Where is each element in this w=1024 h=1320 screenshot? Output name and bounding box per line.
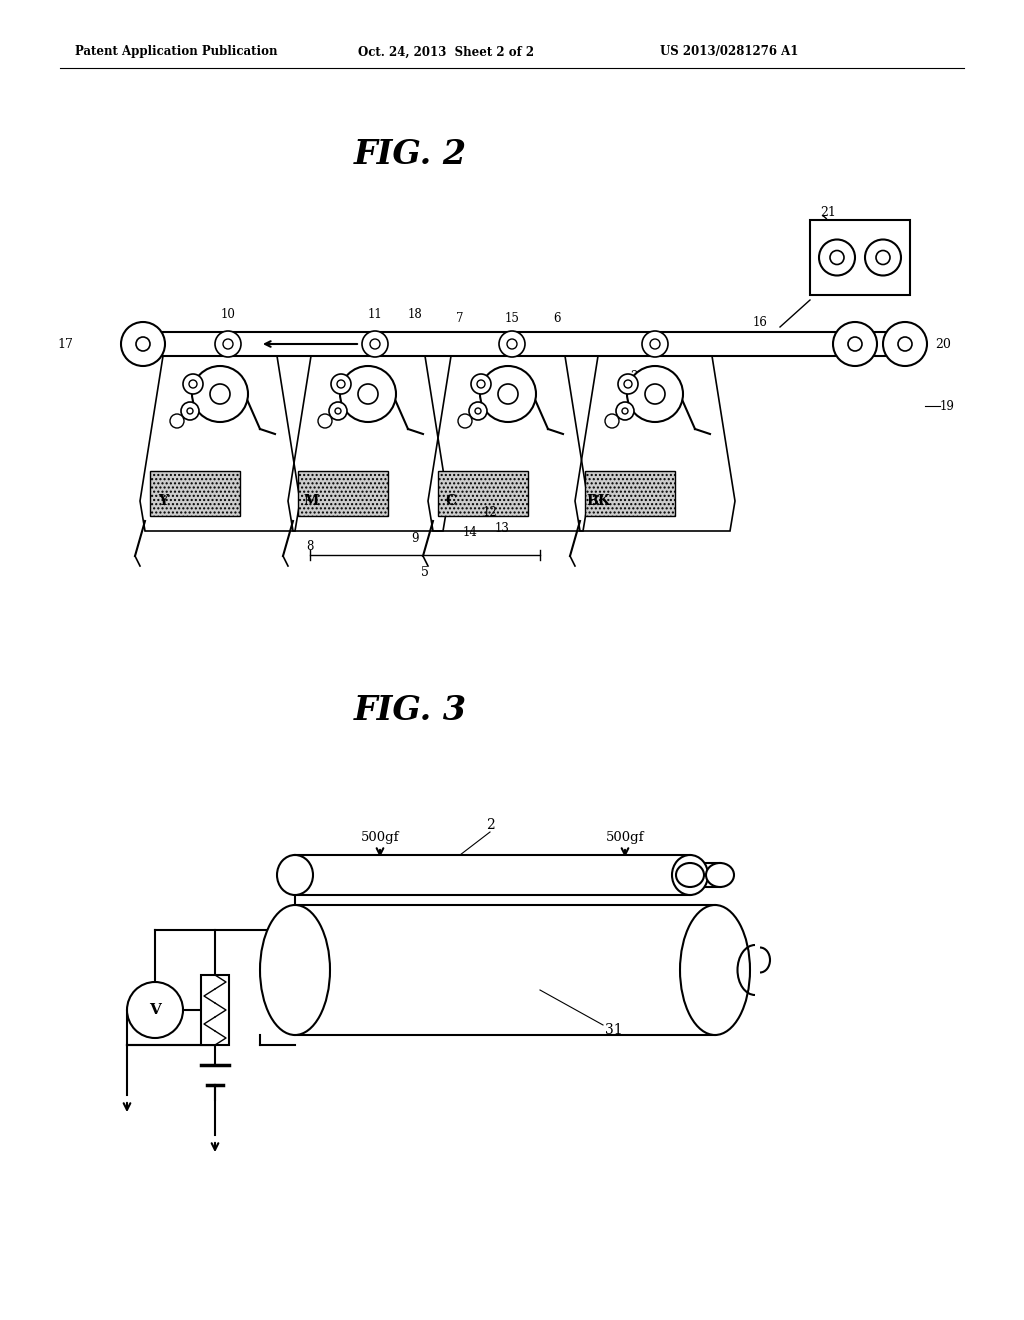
Text: M: M <box>303 494 318 508</box>
Circle shape <box>358 384 378 404</box>
Text: 10: 10 <box>220 308 236 321</box>
Text: 8: 8 <box>306 540 313 553</box>
Circle shape <box>480 366 536 422</box>
Text: 7: 7 <box>457 312 464 325</box>
Bar <box>585 471 675 516</box>
Ellipse shape <box>278 855 313 895</box>
Circle shape <box>475 408 481 414</box>
Text: C: C <box>445 494 457 508</box>
Text: US 2013/0281276 A1: US 2013/0281276 A1 <box>660 45 799 58</box>
Circle shape <box>883 322 927 366</box>
Circle shape <box>616 403 634 420</box>
Text: 500gf: 500gf <box>606 830 644 843</box>
Circle shape <box>865 239 901 276</box>
Text: 21: 21 <box>820 206 836 219</box>
Bar <box>150 471 240 516</box>
Text: 31: 31 <box>605 1023 623 1038</box>
Text: 2: 2 <box>485 818 495 832</box>
Ellipse shape <box>260 906 330 1035</box>
Text: 5: 5 <box>421 565 429 578</box>
Circle shape <box>622 408 628 414</box>
Ellipse shape <box>680 906 750 1035</box>
Circle shape <box>477 380 485 388</box>
Circle shape <box>170 414 184 428</box>
Circle shape <box>193 366 248 422</box>
Circle shape <box>362 331 388 356</box>
Circle shape <box>833 322 877 366</box>
Circle shape <box>215 331 241 356</box>
Text: Oct. 24, 2013  Sheet 2 of 2: Oct. 24, 2013 Sheet 2 of 2 <box>358 45 535 58</box>
Ellipse shape <box>676 863 705 887</box>
Bar <box>201 975 229 1045</box>
Text: 17: 17 <box>57 338 73 351</box>
Circle shape <box>187 408 193 414</box>
Circle shape <box>127 982 183 1038</box>
Circle shape <box>898 337 912 351</box>
Text: 11: 11 <box>368 308 382 321</box>
Circle shape <box>819 239 855 276</box>
Text: 22: 22 <box>631 370 645 383</box>
Text: 12: 12 <box>482 507 498 520</box>
Text: 15: 15 <box>505 313 519 326</box>
Text: 500gf: 500gf <box>360 830 399 843</box>
Text: FIG. 2: FIG. 2 <box>353 139 467 172</box>
Circle shape <box>340 366 396 422</box>
Circle shape <box>618 374 638 393</box>
Circle shape <box>627 366 683 422</box>
Text: 20: 20 <box>935 338 951 351</box>
Circle shape <box>318 414 332 428</box>
Circle shape <box>337 380 345 388</box>
Text: FIG. 3: FIG. 3 <box>353 693 467 726</box>
Circle shape <box>136 337 150 351</box>
Text: 16: 16 <box>753 315 767 329</box>
Circle shape <box>183 374 203 393</box>
Circle shape <box>848 337 862 351</box>
Bar <box>438 471 528 516</box>
Circle shape <box>189 380 197 388</box>
Circle shape <box>605 414 618 428</box>
Circle shape <box>223 339 233 348</box>
Circle shape <box>471 374 490 393</box>
Text: 18: 18 <box>408 308 422 321</box>
Circle shape <box>650 339 660 348</box>
Circle shape <box>331 374 351 393</box>
Text: BK: BK <box>586 494 610 508</box>
Text: 13: 13 <box>495 521 509 535</box>
Text: V: V <box>150 1003 161 1016</box>
Ellipse shape <box>706 863 734 887</box>
Circle shape <box>507 339 517 348</box>
Circle shape <box>830 251 844 264</box>
Ellipse shape <box>672 855 708 895</box>
Circle shape <box>121 322 165 366</box>
Text: Patent Application Publication: Patent Application Publication <box>75 45 278 58</box>
Bar <box>298 471 388 516</box>
Text: 14: 14 <box>463 527 477 540</box>
Text: Y: Y <box>158 494 168 508</box>
Circle shape <box>370 339 380 348</box>
Circle shape <box>624 380 632 388</box>
Circle shape <box>645 384 665 404</box>
Text: 19: 19 <box>940 400 954 412</box>
Circle shape <box>181 403 199 420</box>
Text: 9: 9 <box>412 532 419 544</box>
Bar <box>810 220 910 294</box>
Text: 6: 6 <box>553 313 561 326</box>
Circle shape <box>469 403 487 420</box>
Circle shape <box>210 384 230 404</box>
Circle shape <box>329 403 347 420</box>
Circle shape <box>498 384 518 404</box>
Circle shape <box>335 408 341 414</box>
Circle shape <box>499 331 525 356</box>
Circle shape <box>642 331 668 356</box>
Circle shape <box>876 251 890 264</box>
Circle shape <box>458 414 472 428</box>
